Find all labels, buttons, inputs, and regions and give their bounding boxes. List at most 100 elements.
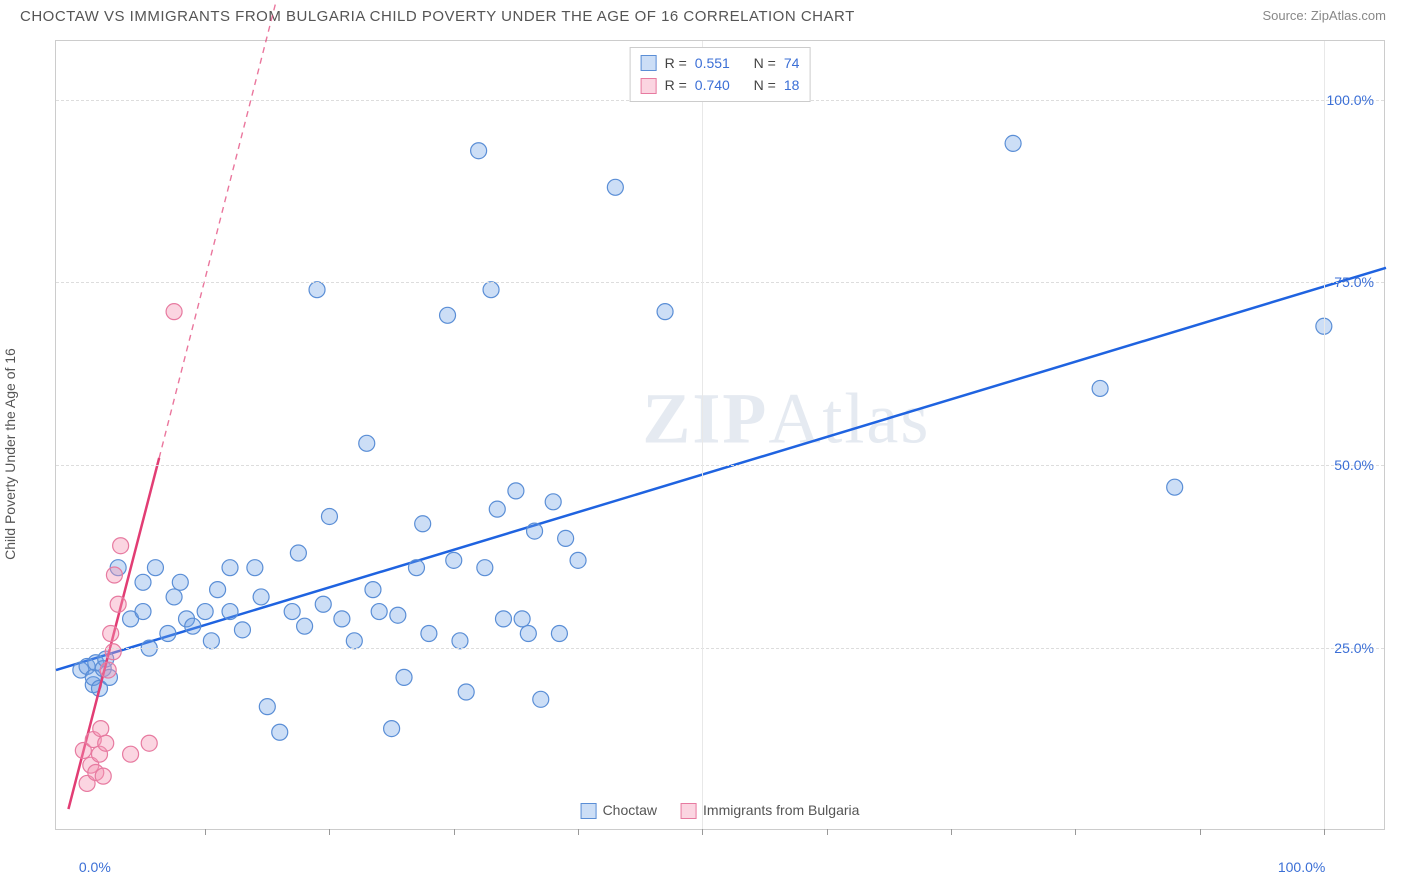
xtick-label: 100.0% — [1278, 859, 1325, 875]
xtick-mark — [702, 829, 703, 835]
xtick-mark — [578, 829, 579, 835]
data-point — [113, 538, 129, 554]
ytick-label: 75.0% — [1334, 274, 1374, 290]
data-point — [570, 552, 586, 568]
data-point — [477, 560, 493, 576]
legend-row-bulgaria: R = 0.740 N = 18 — [641, 74, 800, 96]
n-value: 74 — [784, 52, 800, 74]
r-value: 0.551 — [695, 52, 730, 74]
data-point — [147, 560, 163, 576]
r-value: 0.740 — [695, 74, 730, 96]
xtick-mark — [1324, 829, 1325, 835]
data-point — [290, 545, 306, 561]
data-point — [514, 611, 530, 627]
data-point — [489, 501, 505, 517]
data-point — [458, 684, 474, 700]
legend-row-choctaw: R = 0.551 N = 74 — [641, 52, 800, 74]
data-point — [141, 735, 157, 751]
scatter-plot — [56, 41, 1384, 829]
r-label: R = — [665, 52, 687, 74]
n-value: 18 — [784, 74, 800, 96]
data-point — [334, 611, 350, 627]
data-point — [1092, 380, 1108, 396]
data-point — [123, 746, 139, 762]
data-point — [297, 618, 313, 634]
n-label: N = — [754, 74, 776, 96]
data-point — [408, 560, 424, 576]
data-point — [222, 560, 238, 576]
data-point — [558, 530, 574, 546]
data-point — [446, 552, 462, 568]
n-label: N = — [754, 52, 776, 74]
data-point — [452, 633, 468, 649]
xtick-mark — [1200, 829, 1201, 835]
data-point — [160, 626, 176, 642]
data-point — [272, 724, 288, 740]
data-point — [106, 567, 122, 583]
series-legend: Choctaw Immigrants from Bulgaria — [581, 802, 860, 819]
gridline-v — [1324, 41, 1325, 829]
data-point — [495, 611, 511, 627]
chart-title: CHOCTAW VS IMMIGRANTS FROM BULGARIA CHIL… — [20, 8, 855, 25]
ytick-label: 50.0% — [1334, 457, 1374, 473]
data-point — [110, 596, 126, 612]
xtick-mark — [827, 829, 828, 835]
data-point — [421, 626, 437, 642]
source-prefix: Source: — [1262, 8, 1310, 23]
ytick-label: 25.0% — [1334, 640, 1374, 656]
data-point — [390, 607, 406, 623]
xtick-mark — [329, 829, 330, 835]
header: CHOCTAW VS IMMIGRANTS FROM BULGARIA CHIL… — [0, 0, 1406, 29]
correlation-legend: R = 0.551 N = 74 R = 0.740 N = 18 — [630, 47, 811, 102]
gridline-v — [702, 41, 703, 829]
data-point — [247, 560, 263, 576]
data-point — [166, 589, 182, 605]
data-point — [234, 622, 250, 638]
data-point — [284, 604, 300, 620]
trend-line — [56, 268, 1386, 670]
legend-item-choctaw: Choctaw — [581, 802, 657, 819]
xtick-mark — [454, 829, 455, 835]
data-point — [415, 516, 431, 532]
legend-swatch-choctaw — [641, 55, 657, 71]
gridline-h — [56, 282, 1384, 283]
data-point — [371, 604, 387, 620]
data-point — [259, 699, 275, 715]
data-point — [222, 604, 238, 620]
data-point — [545, 494, 561, 510]
data-point — [365, 582, 381, 598]
data-point — [1167, 479, 1183, 495]
data-point — [315, 596, 331, 612]
gridline-h — [56, 648, 1384, 649]
data-point — [105, 644, 121, 660]
legend-swatch-choctaw — [581, 803, 597, 819]
legend-swatch-bulgaria — [641, 78, 657, 94]
data-point — [135, 604, 151, 620]
data-point — [551, 626, 567, 642]
data-point — [166, 304, 182, 320]
xtick-mark — [951, 829, 952, 835]
data-point — [527, 523, 543, 539]
data-point — [103, 626, 119, 642]
data-point — [533, 691, 549, 707]
data-point — [396, 669, 412, 685]
data-point — [253, 589, 269, 605]
data-point — [520, 626, 536, 642]
data-point — [172, 574, 188, 590]
data-point — [471, 143, 487, 159]
xtick-mark — [1075, 829, 1076, 835]
data-point — [607, 179, 623, 195]
data-point — [210, 582, 226, 598]
data-point — [98, 735, 114, 751]
source-name: ZipAtlas.com — [1311, 8, 1386, 23]
trend-line-dashed — [159, 0, 292, 458]
legend-swatch-bulgaria — [681, 803, 697, 819]
data-point — [657, 304, 673, 320]
data-point — [346, 633, 362, 649]
data-point — [309, 282, 325, 298]
r-label: R = — [665, 74, 687, 96]
data-point — [384, 721, 400, 737]
data-point — [440, 307, 456, 323]
data-point — [203, 633, 219, 649]
xtick-mark — [205, 829, 206, 835]
